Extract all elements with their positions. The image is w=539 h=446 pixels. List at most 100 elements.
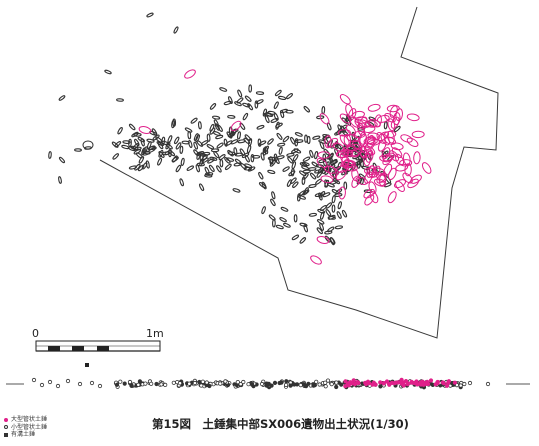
small-weight-mark — [130, 145, 139, 150]
open-circle-icon — [4, 425, 8, 430]
profile-small-weight — [238, 381, 243, 387]
large-weight-mark — [352, 139, 363, 151]
small-weight-mark — [140, 138, 145, 147]
profile-small-weight — [159, 382, 164, 387]
profile-small-weight — [250, 382, 255, 387]
small-weight-mark — [137, 164, 145, 172]
large-weight-mark — [365, 150, 374, 163]
profile-layer — [31, 377, 491, 390]
profile-large-weight — [440, 380, 445, 385]
profile-small-weight — [288, 383, 293, 388]
small-weight-mark — [323, 148, 330, 156]
large-weight-mark — [373, 178, 387, 187]
profile-small-weight — [187, 381, 192, 386]
small-weight-mark — [336, 211, 342, 219]
profile-small-weight — [127, 379, 133, 385]
large-weight-mark — [376, 172, 387, 184]
small-weight-mark — [186, 165, 195, 171]
profile-small-weight — [325, 378, 331, 383]
large-weight-mark — [407, 178, 419, 189]
profile-small-weight — [458, 383, 463, 388]
small-weight-mark — [257, 138, 262, 147]
small-weight-mark — [184, 127, 193, 133]
small-weight-mark — [190, 117, 198, 124]
large-weight-mark — [364, 136, 378, 145]
profile-small-weight — [339, 382, 344, 387]
small-weight-mark — [303, 187, 309, 195]
small-weight-mark — [237, 131, 241, 140]
small-weight-mark — [237, 89, 243, 98]
profile-small-weight — [485, 381, 491, 387]
small-weight-mark — [264, 115, 270, 124]
small-weight-mark — [216, 142, 224, 149]
profile-small-weight — [303, 383, 308, 388]
small-weight-mark — [244, 163, 253, 168]
small-weight-mark — [158, 149, 164, 158]
small-weight-mark — [204, 173, 213, 178]
small-weight-mark — [329, 180, 338, 185]
profile-large-weight — [356, 380, 361, 385]
profile-small-weight — [122, 381, 127, 386]
small-weight-mark — [146, 12, 154, 18]
large-weight-mark — [310, 255, 322, 265]
small-weight-mark — [227, 115, 236, 119]
profile-small-weight — [47, 379, 53, 385]
large-weight-mark — [317, 151, 331, 159]
small-weight-mark — [158, 151, 165, 158]
profile-small-weight — [284, 379, 289, 384]
small-weight-mark — [314, 151, 319, 160]
small-weight-mark — [264, 146, 269, 155]
small-weight-mark — [128, 138, 132, 148]
profile-small-weight — [97, 383, 103, 389]
profile-small-weight — [317, 382, 322, 387]
small-weight-mark — [204, 172, 214, 176]
small-weight-mark — [319, 141, 325, 150]
small-weight-mark — [218, 154, 226, 161]
large-weight-mark — [380, 133, 391, 146]
small-weight-mark — [306, 135, 311, 145]
large-weight-mark — [345, 103, 354, 117]
small-weight-mark — [219, 159, 224, 168]
legend-item: 小型管状土錘 — [4, 424, 47, 432]
small-weight-mark — [254, 100, 259, 109]
profile-small-weight — [55, 383, 61, 389]
small-weight-mark — [227, 151, 236, 156]
small-weight-mark — [206, 144, 215, 150]
small-weight-mark — [279, 108, 289, 114]
large-weight-mark — [400, 134, 413, 143]
large-weight-mark — [352, 110, 365, 119]
small-weight-mark — [299, 237, 307, 244]
large-weight-mark — [319, 113, 330, 125]
large-weight-mark — [382, 154, 394, 166]
small-weight-mark — [336, 127, 343, 135]
small-weight-mark — [204, 166, 210, 175]
small-weight-mark — [316, 219, 325, 225]
legend-label: 有溝土錘 — [11, 431, 36, 438]
small-weight-mark — [230, 139, 239, 145]
large-weight-mark — [406, 113, 420, 122]
small-weight-mark — [155, 136, 163, 143]
small-weight-mark — [337, 201, 342, 210]
small-weight-mark — [327, 226, 335, 233]
small-weight-mark — [239, 122, 246, 130]
profile-small-weight — [192, 380, 197, 386]
small-weight-mark — [146, 138, 155, 143]
small-weight-mark — [272, 219, 276, 228]
profile-small-weight — [298, 382, 303, 388]
profile-small-weight — [65, 378, 71, 384]
small-weight-mark — [331, 204, 336, 213]
profile-small-weight — [329, 381, 334, 387]
profile-small-weight — [114, 382, 120, 387]
profile-small-weight — [207, 383, 212, 389]
small-weight-mark — [286, 93, 293, 100]
small-weight-mark — [295, 139, 304, 143]
profile-small-weight — [292, 382, 297, 387]
profile-small-weight — [218, 381, 223, 386]
small-weight-mark — [383, 121, 388, 130]
small-weight-mark — [248, 84, 253, 93]
small-weight-mark — [224, 157, 231, 164]
large-weight-mark — [411, 130, 425, 139]
small-weight-mark — [211, 115, 221, 120]
